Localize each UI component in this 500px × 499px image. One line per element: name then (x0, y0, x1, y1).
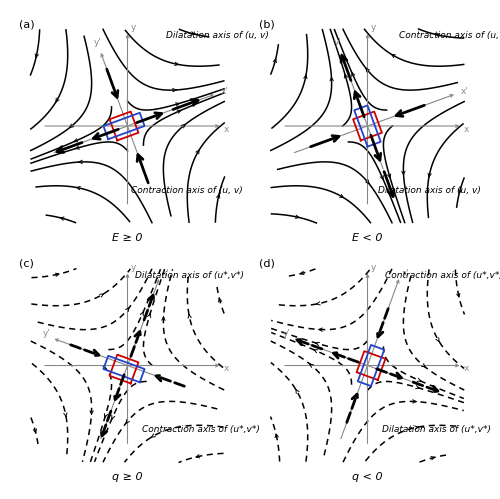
Text: y': y' (282, 329, 290, 338)
Text: q ≥ 0: q ≥ 0 (112, 473, 143, 483)
Text: Contraction axis of (u, v): Contraction axis of (u, v) (399, 31, 500, 40)
Text: x: x (224, 125, 228, 134)
Text: x: x (464, 125, 468, 134)
Text: y: y (370, 23, 376, 32)
Text: y': y' (334, 38, 342, 47)
Text: x: x (464, 364, 468, 373)
Text: y': y' (42, 329, 50, 338)
Text: Dilatation axis of (u, v): Dilatation axis of (u, v) (378, 186, 481, 195)
Text: Contraction axis of (u*,v*): Contraction axis of (u*,v*) (385, 270, 500, 279)
Text: Contraction axis of (u, v): Contraction axis of (u, v) (131, 186, 243, 195)
Text: q < 0: q < 0 (352, 473, 383, 483)
Text: (b): (b) (258, 19, 274, 29)
Text: (a): (a) (18, 19, 34, 29)
Text: Contraction axis of (u*,v*): Contraction axis of (u*,v*) (142, 425, 260, 434)
Text: x': x' (402, 269, 409, 278)
Text: E ≥ 0: E ≥ 0 (112, 233, 143, 243)
Text: x': x' (221, 86, 229, 95)
Text: x: x (224, 364, 228, 373)
Text: Dilatation axis of (u*,v*): Dilatation axis of (u*,v*) (134, 270, 244, 279)
Text: y: y (130, 262, 136, 271)
Text: y: y (130, 23, 136, 32)
Text: x': x' (162, 269, 170, 278)
Text: x': x' (461, 86, 469, 95)
Text: E < 0: E < 0 (352, 233, 383, 243)
Text: (d): (d) (258, 258, 274, 268)
Text: y': y' (94, 38, 102, 47)
Text: (c): (c) (18, 258, 34, 268)
Text: Dilatation axis of (u, v): Dilatation axis of (u, v) (166, 31, 269, 40)
Text: y: y (370, 262, 376, 271)
Text: Dilatation axis of (u*,v*): Dilatation axis of (u*,v*) (382, 425, 490, 434)
